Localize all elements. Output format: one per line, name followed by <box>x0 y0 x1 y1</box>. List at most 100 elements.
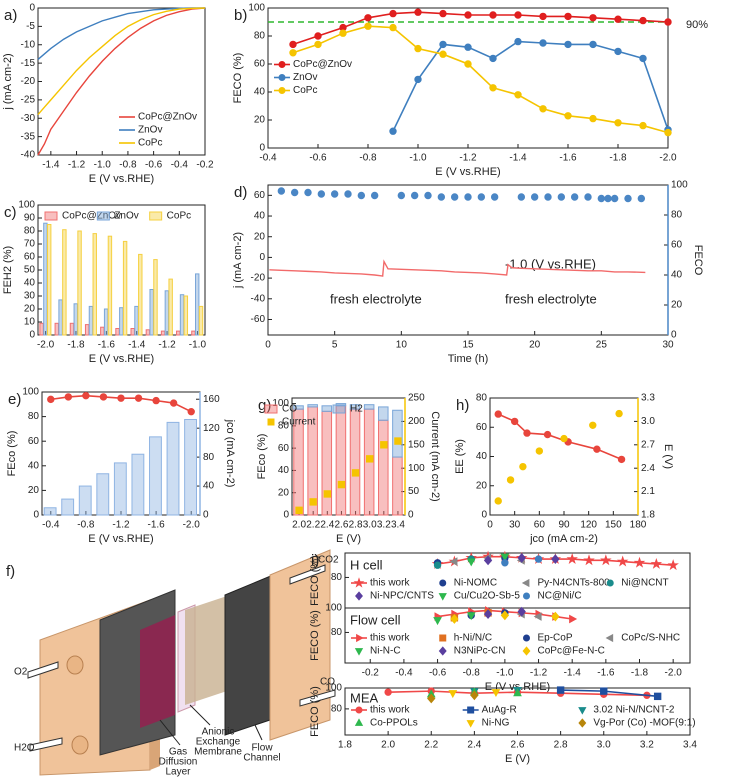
bar <box>131 453 145 516</box>
legend-label: Current <box>282 417 316 428</box>
gas-diffusion-layer <box>140 615 175 728</box>
marker <box>614 119 622 127</box>
gdl-label: Gas <box>169 747 187 758</box>
marker <box>606 579 614 587</box>
legend-label: NC@Ni/C <box>538 591 582 602</box>
marker <box>355 706 363 714</box>
x-axis-label: E (V) <box>505 753 530 765</box>
y2-tick-label: 3.3 <box>641 393 655 404</box>
legend-label: this work <box>370 633 410 644</box>
bar <box>184 418 197 516</box>
y-tick-label: -20 <box>21 76 36 87</box>
marker <box>517 606 526 617</box>
marker <box>639 121 647 130</box>
diagram-f: f) CO2 O2 CO H2O Gas Diffusion Layer Ani… <box>6 549 339 778</box>
marker <box>564 40 572 49</box>
x-axis-label: E (V) <box>336 533 361 545</box>
marker <box>617 455 626 464</box>
bar <box>100 326 105 336</box>
bar <box>61 498 75 516</box>
marker <box>380 441 388 449</box>
marker <box>314 32 322 40</box>
marker <box>354 718 364 726</box>
marker <box>544 193 552 201</box>
marker <box>494 497 502 505</box>
marker <box>564 12 572 21</box>
marker <box>47 395 55 404</box>
x-tick-label: -0.8 <box>77 520 95 531</box>
marker <box>466 720 475 728</box>
x-tick-label: -1.0 <box>496 668 514 679</box>
legend-label: AuAg-R <box>482 705 517 716</box>
marker <box>278 87 286 94</box>
marker <box>448 690 458 699</box>
panel-label: e) <box>8 391 21 408</box>
legend-label: Vg-Por (Co) -MOF(9:1) <box>593 718 695 729</box>
bar <box>153 259 158 336</box>
x-tick-label: 30 <box>509 520 521 531</box>
bar <box>107 235 113 336</box>
leader <box>254 724 263 741</box>
annotation: fresh electrolyte <box>330 291 422 306</box>
marker <box>539 39 547 47</box>
marker <box>489 84 497 92</box>
marker <box>364 22 372 30</box>
legend-swatch <box>96 211 110 221</box>
bar <box>349 404 361 410</box>
y-axis-label: EE (%) <box>454 439 466 474</box>
y-tick-label: 0 <box>481 510 487 521</box>
x-axis-label: E (V vs.RHE) <box>88 533 153 545</box>
y-tick-label: 20 <box>254 231 266 242</box>
marker <box>593 445 601 453</box>
x-tick-label: 2.8 <box>554 740 568 751</box>
bar <box>115 328 120 336</box>
legend-label: ZnOv <box>293 72 317 83</box>
marker <box>483 609 493 620</box>
y-tick-label: 40 <box>278 465 290 476</box>
marker <box>543 430 552 439</box>
x-tick-label: -0.8 <box>463 668 481 679</box>
x-axis-label: E (V vs.RHE) <box>89 353 154 365</box>
x-tick-label: 10 <box>396 340 408 351</box>
bar <box>46 224 52 336</box>
x-tick-label: -1.4 <box>564 668 582 679</box>
marker <box>510 417 519 426</box>
marker <box>589 14 597 22</box>
chart-panel: a) -1.4 -1.2 -1.0 -0.8 -0.6 -0.4 -0.2 0 -5 -10 -15 -… <box>2 3 214 185</box>
x-tick-label: -1.6 <box>98 340 116 351</box>
legend-label: Ep-CoP <box>538 633 573 644</box>
aem-label: Anionic <box>202 727 235 738</box>
marker <box>551 554 560 565</box>
x-tick-label: 0 <box>487 520 493 531</box>
x-tick-label: -1.8 <box>67 340 85 351</box>
x-tick-label: 3.0 <box>597 740 611 751</box>
marker <box>610 194 619 203</box>
legend-label: this work <box>370 578 410 589</box>
bar <box>198 305 204 336</box>
marker <box>639 54 647 63</box>
x-tick-label: -0.2 <box>196 160 214 171</box>
marker <box>604 194 612 203</box>
y2-tick-label: 2.7 <box>641 439 655 450</box>
port <box>71 735 89 755</box>
marker <box>500 610 510 621</box>
chart-panel: h) 0 30 60 90 120 150 180 0 20 40 60 80 1.8 2.1 2.4 2.7 3… <box>454 393 674 545</box>
bar <box>149 289 154 336</box>
marker <box>517 193 526 201</box>
legend-label: CoPc <box>167 211 191 222</box>
marker <box>600 554 612 566</box>
marker <box>491 689 501 698</box>
y2-axis-label: jco (mA cm-2) <box>224 419 236 488</box>
y-tick-label: 60 <box>24 252 36 263</box>
marker <box>523 592 530 600</box>
leader <box>159 719 181 746</box>
marker <box>501 559 509 567</box>
marker <box>589 421 597 429</box>
bar <box>363 404 375 410</box>
marker <box>477 193 486 201</box>
x-tick-label: 120 <box>580 520 597 531</box>
marker <box>494 410 502 418</box>
y-tick-label: -30 <box>21 113 36 124</box>
marker <box>439 50 447 58</box>
